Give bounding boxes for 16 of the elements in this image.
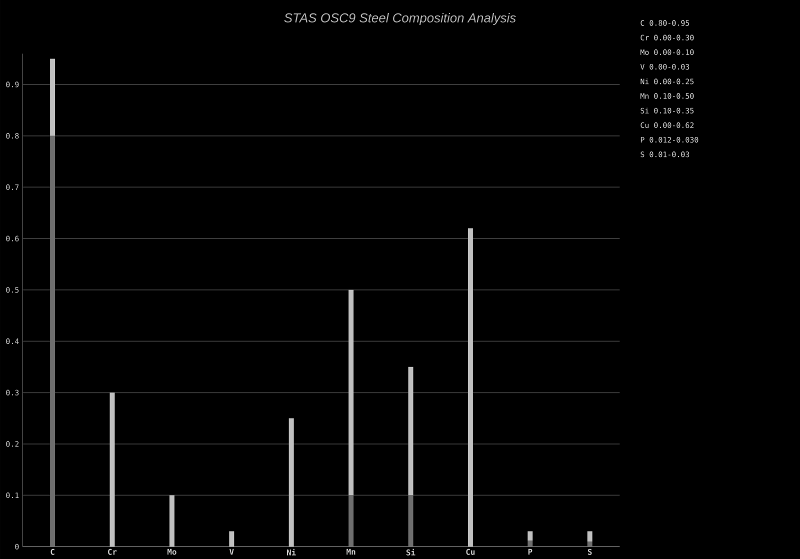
chart-title: STAS OSC9 Steel Composition Analysis <box>284 12 516 26</box>
bar <box>110 392 115 547</box>
bar <box>587 531 592 542</box>
bar <box>587 542 592 547</box>
bar <box>50 136 56 547</box>
bar <box>348 290 354 496</box>
bar <box>229 531 234 547</box>
bar <box>528 531 533 540</box>
bar <box>169 495 174 547</box>
bar <box>348 495 354 547</box>
bar <box>408 495 414 547</box>
bar <box>408 366 414 496</box>
bar <box>528 540 533 547</box>
bar <box>50 58 56 136</box>
bar <box>468 228 473 547</box>
bar <box>288 418 294 547</box>
